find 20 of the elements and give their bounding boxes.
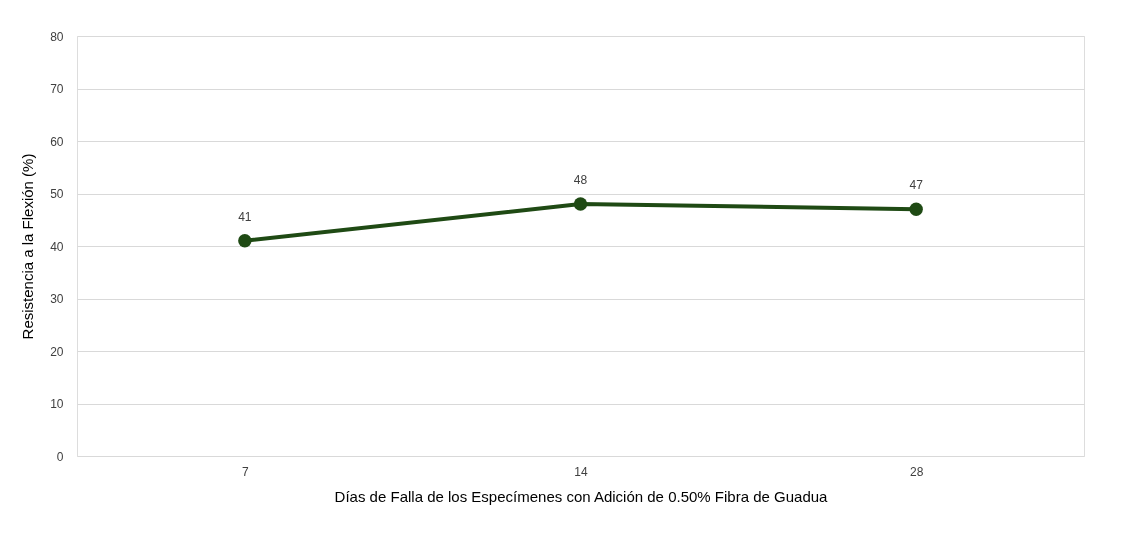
x-tick-label: 28 bbox=[909, 464, 924, 479]
y-tick-label: 50 bbox=[50, 187, 64, 201]
y-tick-label: 40 bbox=[50, 239, 64, 254]
x-tick-label: 7 bbox=[241, 464, 249, 479]
y-tick-label: 80 bbox=[50, 29, 64, 44]
y-axis-title: Resistencia a la Flexión (%) bbox=[19, 153, 37, 340]
y-tick-label: 0 bbox=[56, 449, 64, 464]
data-label: 41 bbox=[238, 209, 252, 224]
data-label: 47 bbox=[909, 178, 924, 193]
point bbox=[238, 234, 252, 248]
y-tick-label: 20 bbox=[50, 344, 64, 359]
data-label: 48 bbox=[573, 173, 588, 187]
point bbox=[909, 202, 923, 216]
y-tick-label: 10 bbox=[50, 397, 64, 411]
y-tick-label: 60 bbox=[50, 134, 64, 149]
point bbox=[573, 197, 588, 211]
x-axis-title: Días de Falla de los Especímenes con Adición de 0.50% Fibra de Guadua bbox=[334, 487, 829, 505]
y-tick-label: 70 bbox=[50, 82, 64, 96]
y-tick-label: 30 bbox=[50, 292, 64, 306]
x-tick-label: 14 bbox=[574, 464, 588, 479]
